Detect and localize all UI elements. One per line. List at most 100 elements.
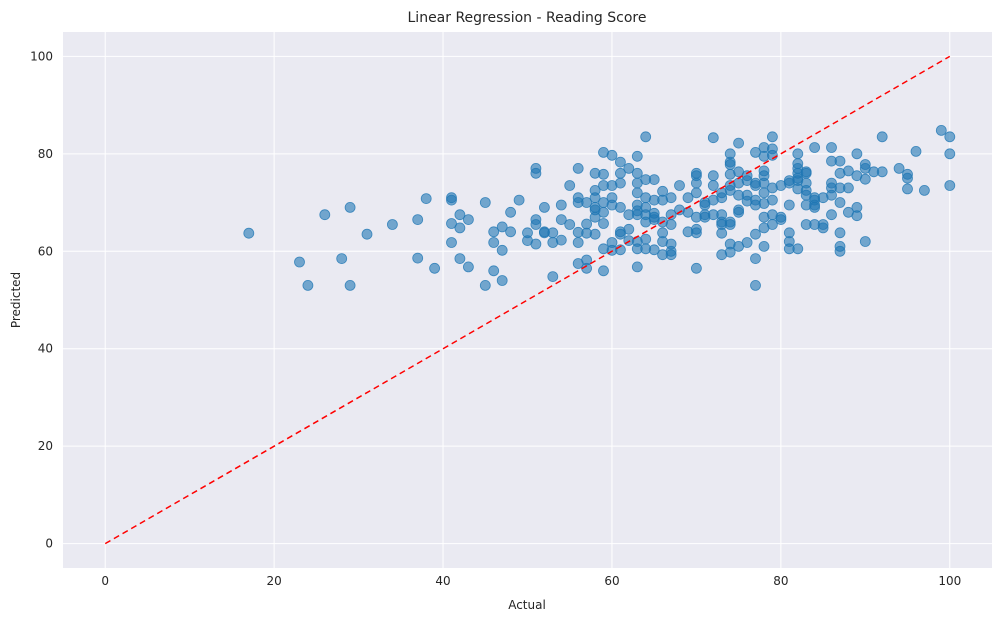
data-point bbox=[446, 194, 457, 206]
data-point bbox=[851, 210, 863, 222]
x-axis-label: Actual bbox=[508, 598, 546, 612]
x-tick-label: 20 bbox=[266, 574, 281, 588]
data-point bbox=[589, 228, 601, 240]
data-point bbox=[615, 228, 626, 240]
data-point bbox=[750, 228, 761, 240]
data-point bbox=[859, 173, 871, 185]
data-point bbox=[682, 192, 694, 204]
y-tick-label: 60 bbox=[38, 244, 53, 258]
data-point bbox=[767, 131, 778, 143]
data-point bbox=[876, 131, 888, 143]
data-point bbox=[724, 219, 736, 230]
data-point bbox=[910, 145, 922, 157]
data-point bbox=[851, 148, 863, 160]
data-point bbox=[691, 187, 702, 199]
data-point bbox=[555, 214, 567, 226]
data-point bbox=[935, 124, 947, 136]
data-point bbox=[783, 199, 795, 211]
data-point bbox=[336, 253, 348, 265]
data-point bbox=[420, 193, 432, 205]
y-axis-label: Predicted bbox=[9, 272, 23, 328]
data-point bbox=[834, 227, 846, 239]
data-point bbox=[564, 219, 576, 230]
data-point bbox=[581, 218, 592, 230]
data-point bbox=[631, 187, 643, 199]
data-point bbox=[539, 201, 550, 213]
data-point bbox=[479, 197, 491, 208]
x-tick-label: 0 bbox=[101, 574, 109, 588]
data-point bbox=[555, 234, 567, 246]
data-point bbox=[513, 194, 525, 206]
data-point bbox=[724, 159, 736, 170]
x-tick-label: 40 bbox=[435, 574, 450, 588]
data-point bbox=[893, 162, 905, 174]
data-point bbox=[767, 219, 778, 230]
data-point bbox=[792, 243, 804, 255]
data-point bbox=[665, 219, 677, 230]
data-point bbox=[615, 201, 626, 213]
data-point bbox=[302, 279, 314, 291]
data-point bbox=[547, 227, 559, 239]
reference-line-group bbox=[104, 55, 951, 545]
data-point bbox=[648, 244, 660, 256]
data-point bbox=[631, 150, 643, 162]
data-point bbox=[572, 162, 584, 174]
data-points bbox=[243, 124, 956, 291]
data-point bbox=[564, 180, 576, 191]
data-point bbox=[386, 219, 398, 230]
data-point bbox=[843, 165, 854, 177]
data-point bbox=[572, 237, 584, 248]
data-point bbox=[691, 177, 702, 189]
data-point bbox=[826, 142, 837, 153]
data-point bbox=[446, 218, 457, 229]
tick-labels: 0 20 40 60 80 100 0 20 40 60 80 100 bbox=[30, 49, 961, 588]
data-point bbox=[631, 167, 643, 179]
data-point bbox=[707, 132, 719, 144]
data-point bbox=[758, 187, 770, 199]
data-point bbox=[581, 197, 592, 208]
data-point bbox=[691, 262, 702, 274]
data-point bbox=[462, 214, 474, 226]
y-tick-label: 40 bbox=[38, 342, 53, 356]
data-point bbox=[834, 155, 846, 167]
y-tick-label: 100 bbox=[30, 49, 53, 63]
reference-line bbox=[104, 55, 951, 545]
y-tick-label: 0 bbox=[45, 537, 53, 551]
data-point bbox=[598, 206, 609, 218]
data-point bbox=[243, 227, 255, 239]
chart-title: Linear Regression - Reading Score bbox=[408, 10, 647, 26]
data-point bbox=[454, 209, 466, 221]
data-point bbox=[792, 148, 804, 160]
data-point bbox=[496, 275, 508, 286]
data-point bbox=[454, 222, 466, 234]
data-point bbox=[530, 167, 542, 179]
data-point bbox=[454, 253, 466, 265]
data-point bbox=[462, 261, 474, 273]
data-point bbox=[826, 209, 837, 221]
data-point bbox=[555, 199, 567, 211]
x-tick-label: 60 bbox=[604, 574, 619, 588]
data-point bbox=[488, 226, 500, 238]
data-point bbox=[724, 246, 736, 258]
data-point bbox=[859, 236, 871, 247]
data-point bbox=[606, 149, 618, 161]
x-tick-label: 100 bbox=[938, 574, 961, 588]
y-tick-label: 80 bbox=[38, 147, 53, 161]
x-tick-label: 80 bbox=[773, 574, 788, 588]
data-point bbox=[589, 211, 601, 223]
data-point bbox=[834, 245, 846, 257]
data-point bbox=[412, 252, 424, 264]
data-point bbox=[479, 279, 491, 291]
data-point bbox=[547, 271, 559, 283]
data-point bbox=[826, 189, 837, 201]
data-point bbox=[648, 174, 660, 186]
data-point bbox=[361, 228, 373, 240]
data-point bbox=[598, 218, 609, 229]
data-point bbox=[750, 253, 761, 265]
data-point bbox=[817, 222, 829, 234]
data-point bbox=[598, 265, 609, 277]
data-point bbox=[724, 184, 736, 196]
data-point bbox=[344, 201, 356, 213]
data-point bbox=[775, 214, 787, 226]
